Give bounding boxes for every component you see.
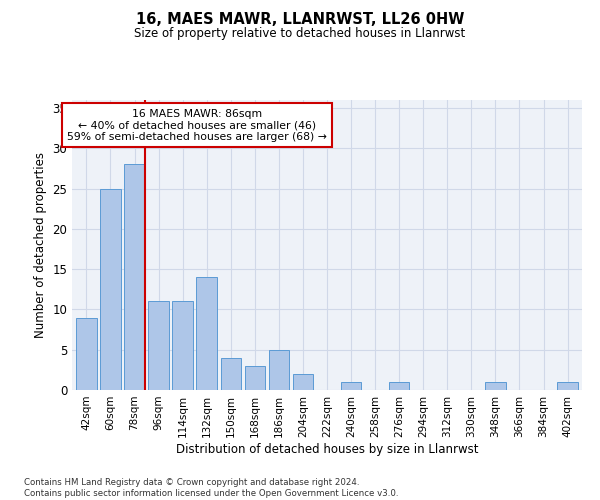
Bar bbox=[148, 302, 169, 390]
Bar bbox=[100, 188, 121, 390]
Y-axis label: Number of detached properties: Number of detached properties bbox=[34, 152, 47, 338]
Text: Size of property relative to detached houses in Llanrwst: Size of property relative to detached ho… bbox=[134, 28, 466, 40]
Bar bbox=[245, 366, 265, 390]
Bar bbox=[221, 358, 241, 390]
Bar bbox=[196, 277, 217, 390]
Bar bbox=[269, 350, 289, 390]
Bar bbox=[76, 318, 97, 390]
Bar bbox=[341, 382, 361, 390]
Text: 16 MAES MAWR: 86sqm
← 40% of detached houses are smaller (46)
59% of semi-detach: 16 MAES MAWR: 86sqm ← 40% of detached ho… bbox=[67, 108, 327, 142]
Text: Contains HM Land Registry data © Crown copyright and database right 2024.
Contai: Contains HM Land Registry data © Crown c… bbox=[24, 478, 398, 498]
Text: Distribution of detached houses by size in Llanrwst: Distribution of detached houses by size … bbox=[176, 442, 478, 456]
Bar bbox=[485, 382, 506, 390]
Bar bbox=[293, 374, 313, 390]
Text: 16, MAES MAWR, LLANRWST, LL26 0HW: 16, MAES MAWR, LLANRWST, LL26 0HW bbox=[136, 12, 464, 28]
Bar bbox=[172, 302, 193, 390]
Bar bbox=[124, 164, 145, 390]
Bar bbox=[557, 382, 578, 390]
Bar bbox=[389, 382, 409, 390]
